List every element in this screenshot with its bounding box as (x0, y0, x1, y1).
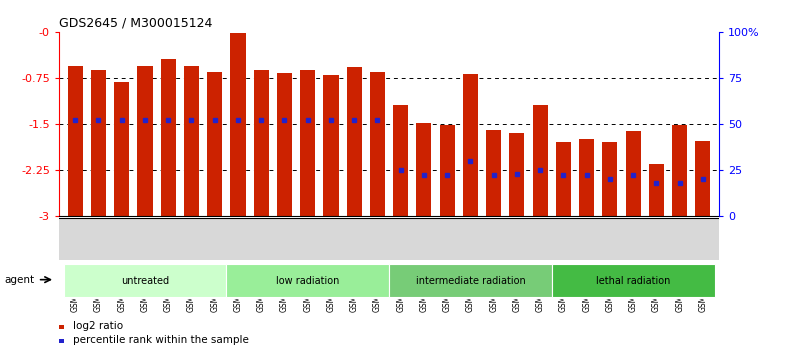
Text: lethal radiation: lethal radiation (596, 275, 670, 286)
Text: low radiation: low radiation (276, 275, 340, 286)
Text: percentile rank within the sample: percentile rank within the sample (73, 335, 249, 345)
Bar (533, 105, 548, 216)
Bar (626, 131, 641, 216)
Bar (208, 72, 222, 216)
Bar (393, 105, 408, 216)
Bar (277, 73, 292, 216)
Bar (138, 65, 152, 216)
Bar (463, 74, 478, 216)
Bar (300, 70, 315, 216)
Bar (602, 142, 618, 216)
Bar (160, 59, 176, 216)
Text: GDS2645 / M300015124: GDS2645 / M300015124 (59, 16, 212, 29)
Bar (672, 125, 687, 216)
Bar (696, 141, 711, 216)
Text: intermediate radiation: intermediate radiation (416, 275, 525, 286)
Text: agent: agent (4, 275, 34, 285)
Bar (184, 66, 199, 216)
Bar (579, 139, 594, 216)
Bar (226, 264, 389, 297)
Bar (254, 70, 269, 216)
Bar (64, 264, 226, 297)
Bar (417, 123, 432, 216)
Bar (649, 164, 664, 216)
Bar (439, 125, 455, 216)
Bar (114, 82, 129, 216)
Text: untreated: untreated (121, 275, 169, 286)
Bar (91, 70, 106, 216)
Bar (389, 264, 552, 297)
Bar (230, 33, 245, 216)
Bar (486, 130, 501, 216)
Bar (509, 133, 524, 216)
Bar (552, 264, 714, 297)
Bar (556, 142, 571, 216)
Bar (370, 72, 385, 216)
Bar (323, 75, 339, 216)
Bar (347, 68, 362, 216)
Bar (68, 65, 83, 216)
Text: log2 ratio: log2 ratio (73, 321, 123, 331)
